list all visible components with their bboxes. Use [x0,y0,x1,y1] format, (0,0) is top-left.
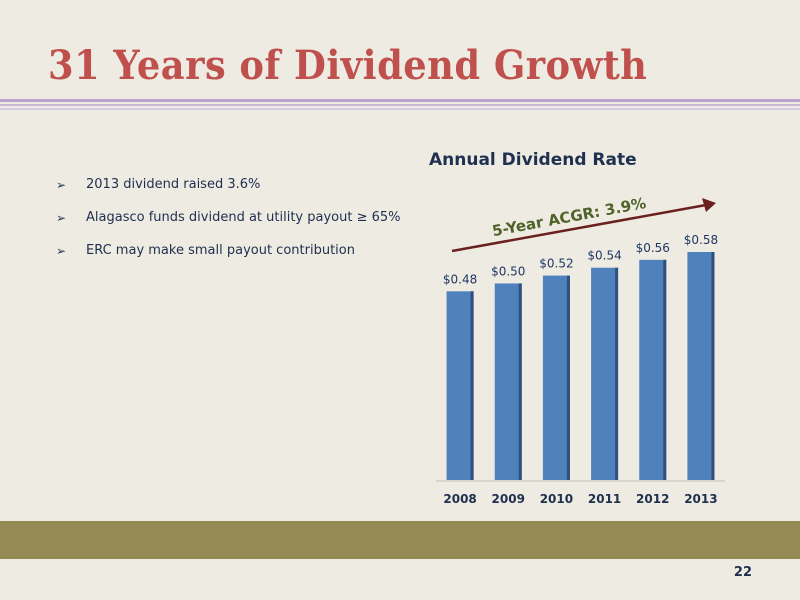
title-divider [0,108,800,110]
data-label: $0.50 [491,264,525,278]
bar-shadow [566,275,570,480]
bar [687,252,715,480]
x-tick-label: 2008 [443,492,476,506]
bar-shadow [470,291,474,480]
data-label: $0.58 [684,233,718,247]
growth-annotation: 5-Year ACGR: 3.9% [491,194,648,240]
bullet-item: ➢ Alagasco funds dividend at utility pay… [56,201,401,234]
bar [494,283,522,480]
data-label: $0.54 [587,249,621,263]
bar [542,275,570,480]
bar [639,259,667,480]
x-tick-label: 2009 [492,492,525,506]
bar [446,291,474,480]
bullet-text: 2013 dividend raised 3.6% [86,177,261,192]
x-tick-label: 2011 [588,492,621,506]
bullet-text: ERC may make small payout contribution [86,243,355,258]
bar-shadow [518,283,522,480]
slide-title: 31 Years of Dividend Growth [48,42,648,89]
title-divider [0,104,800,106]
bullet-item: ➢ ERC may make small payout contribution [56,234,401,267]
data-label: $0.56 [636,241,670,255]
page-number: 22 [733,565,752,580]
trend-arrow [451,203,707,253]
x-tick-label: 2010 [540,492,573,506]
data-label: $0.52 [539,257,573,271]
arrow-bullet-icon: ➢ [56,177,67,192]
footer-band [0,521,800,559]
bar-shadow [615,267,619,480]
bar [591,267,619,480]
arrow-bullet-icon: ➢ [56,210,67,225]
bullet-text: Alagasco funds dividend at utility payou… [86,210,401,225]
title-divider [0,99,800,102]
bullet-list: ➢ 2013 dividend raised 3.6% ➢ Alagasco f… [56,168,401,267]
arrow-bullet-icon: ➢ [56,243,67,258]
bar-shadow [711,252,715,480]
x-tick-label: 2012 [636,492,669,506]
bullet-item: ➢ 2013 dividend raised 3.6% [56,168,401,201]
data-label: $0.48 [443,272,477,286]
bar-shadow [663,259,667,480]
chart-title: Annual Dividend Rate [429,150,637,170]
x-tick-label: 2013 [684,492,717,506]
trend-arrow-head [702,198,716,212]
